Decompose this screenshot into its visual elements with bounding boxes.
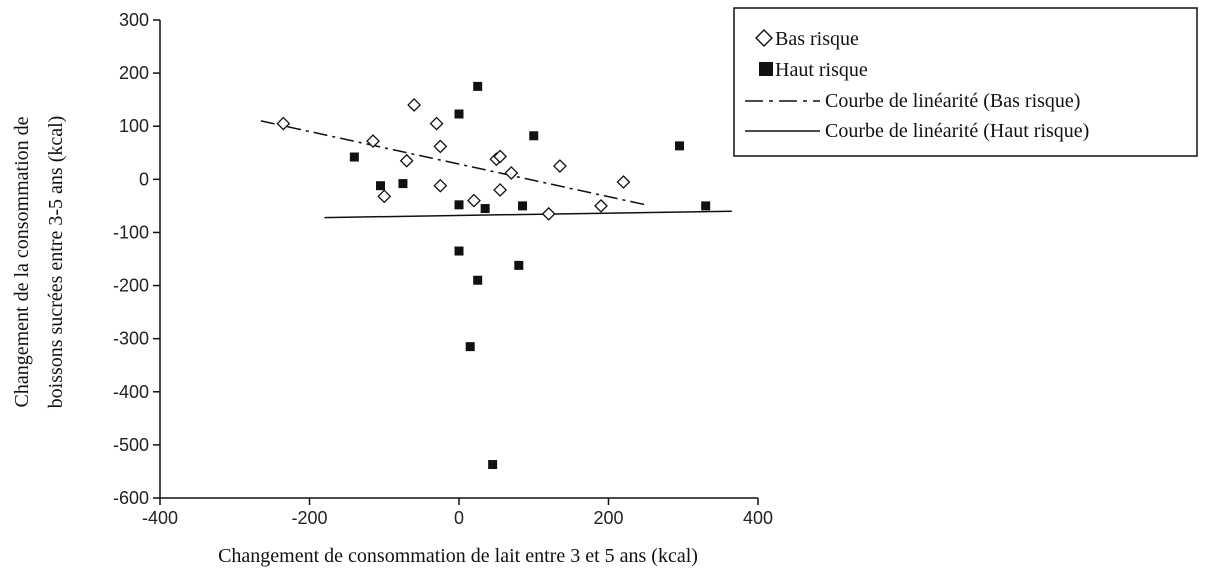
point-bas-risque [377,189,392,204]
point-bas-risque [399,153,414,168]
point-haut-risque [529,131,539,141]
legend-haut-risque-square-icon [759,62,773,76]
point-haut-risque [488,460,498,470]
x-tick-label: 400 [743,508,773,528]
point-bas-risque [552,159,567,173]
x-tick-label: 200 [593,508,623,528]
y-axis-title-line-2: boissons sucrées entre 3-5 ans (kcal) [45,116,67,409]
legend-bas-risque-label: Bas risque [775,28,859,50]
data-points [276,81,711,470]
x-tick-label: 0 [454,508,464,528]
fit-line-bas-risque [260,120,647,206]
y-tick-label: 200 [119,63,149,83]
x-axis-title: Changement de consommation de lait entre… [218,545,698,567]
legend-fit-haut-risque-label: Courbe de linéarité (Haut risque) [825,120,1089,142]
point-haut-risque [701,201,711,211]
point-bas-risque [594,198,608,213]
point-bas-risque [541,206,556,221]
legend-fit-bas-risque-label: Courbe de linéarité (Bas risque) [825,90,1080,112]
point-haut-risque [480,204,490,214]
point-bas-risque [407,98,422,112]
point-haut-risque [454,109,464,119]
point-haut-risque [514,260,524,270]
y-tick-label: 100 [119,116,149,136]
y-tick-label: -300 [113,329,149,349]
point-haut-risque [454,246,464,256]
point-haut-risque [349,152,359,162]
point-bas-risque [493,149,508,164]
y-tick-label: -600 [113,488,149,508]
y-ticks: 300 200 100 0 -100 -200 -300 -400 -500 -600 [113,10,160,508]
fit-lines [260,120,732,219]
x-ticks: -400 -200 0 200 400 [142,498,773,528]
y-tick-label: -100 [113,222,149,242]
point-haut-risque [675,141,685,151]
point-haut-risque [465,342,475,352]
point-bas-risque [616,175,631,189]
point-bas-risque [276,116,291,131]
legend-bas-risque-diamond-icon [755,29,773,47]
point-bas-risque [504,166,519,180]
point-bas-risque [493,183,508,197]
y-tick-label: -400 [113,382,149,402]
point-haut-risque [518,201,528,211]
y-tick-label: 300 [119,10,149,30]
x-tick-label: -200 [291,508,327,528]
x-tick-label: -400 [142,508,178,528]
point-haut-risque [398,179,408,189]
point-bas-risque [433,139,448,154]
y-tick-label: -200 [113,276,149,296]
legend-haut-risque-label: Haut risque [775,59,868,81]
point-haut-risque [473,81,483,91]
point-bas-risque [467,193,481,208]
axes [159,20,758,499]
y-tick-label: 0 [139,169,149,189]
y-tick-label: -500 [113,435,149,455]
point-haut-risque [376,181,386,191]
point-bas-risque [433,178,448,193]
point-bas-risque [429,116,444,131]
fit-line-haut-risque [324,210,732,219]
point-haut-risque [454,200,464,210]
y-axis-title-line-1: Changement de la consommation de [11,116,33,407]
point-haut-risque [473,275,483,285]
legend: Bas risque Haut risque Courbe de linéari… [733,7,1198,157]
point-bas-risque [366,134,380,149]
